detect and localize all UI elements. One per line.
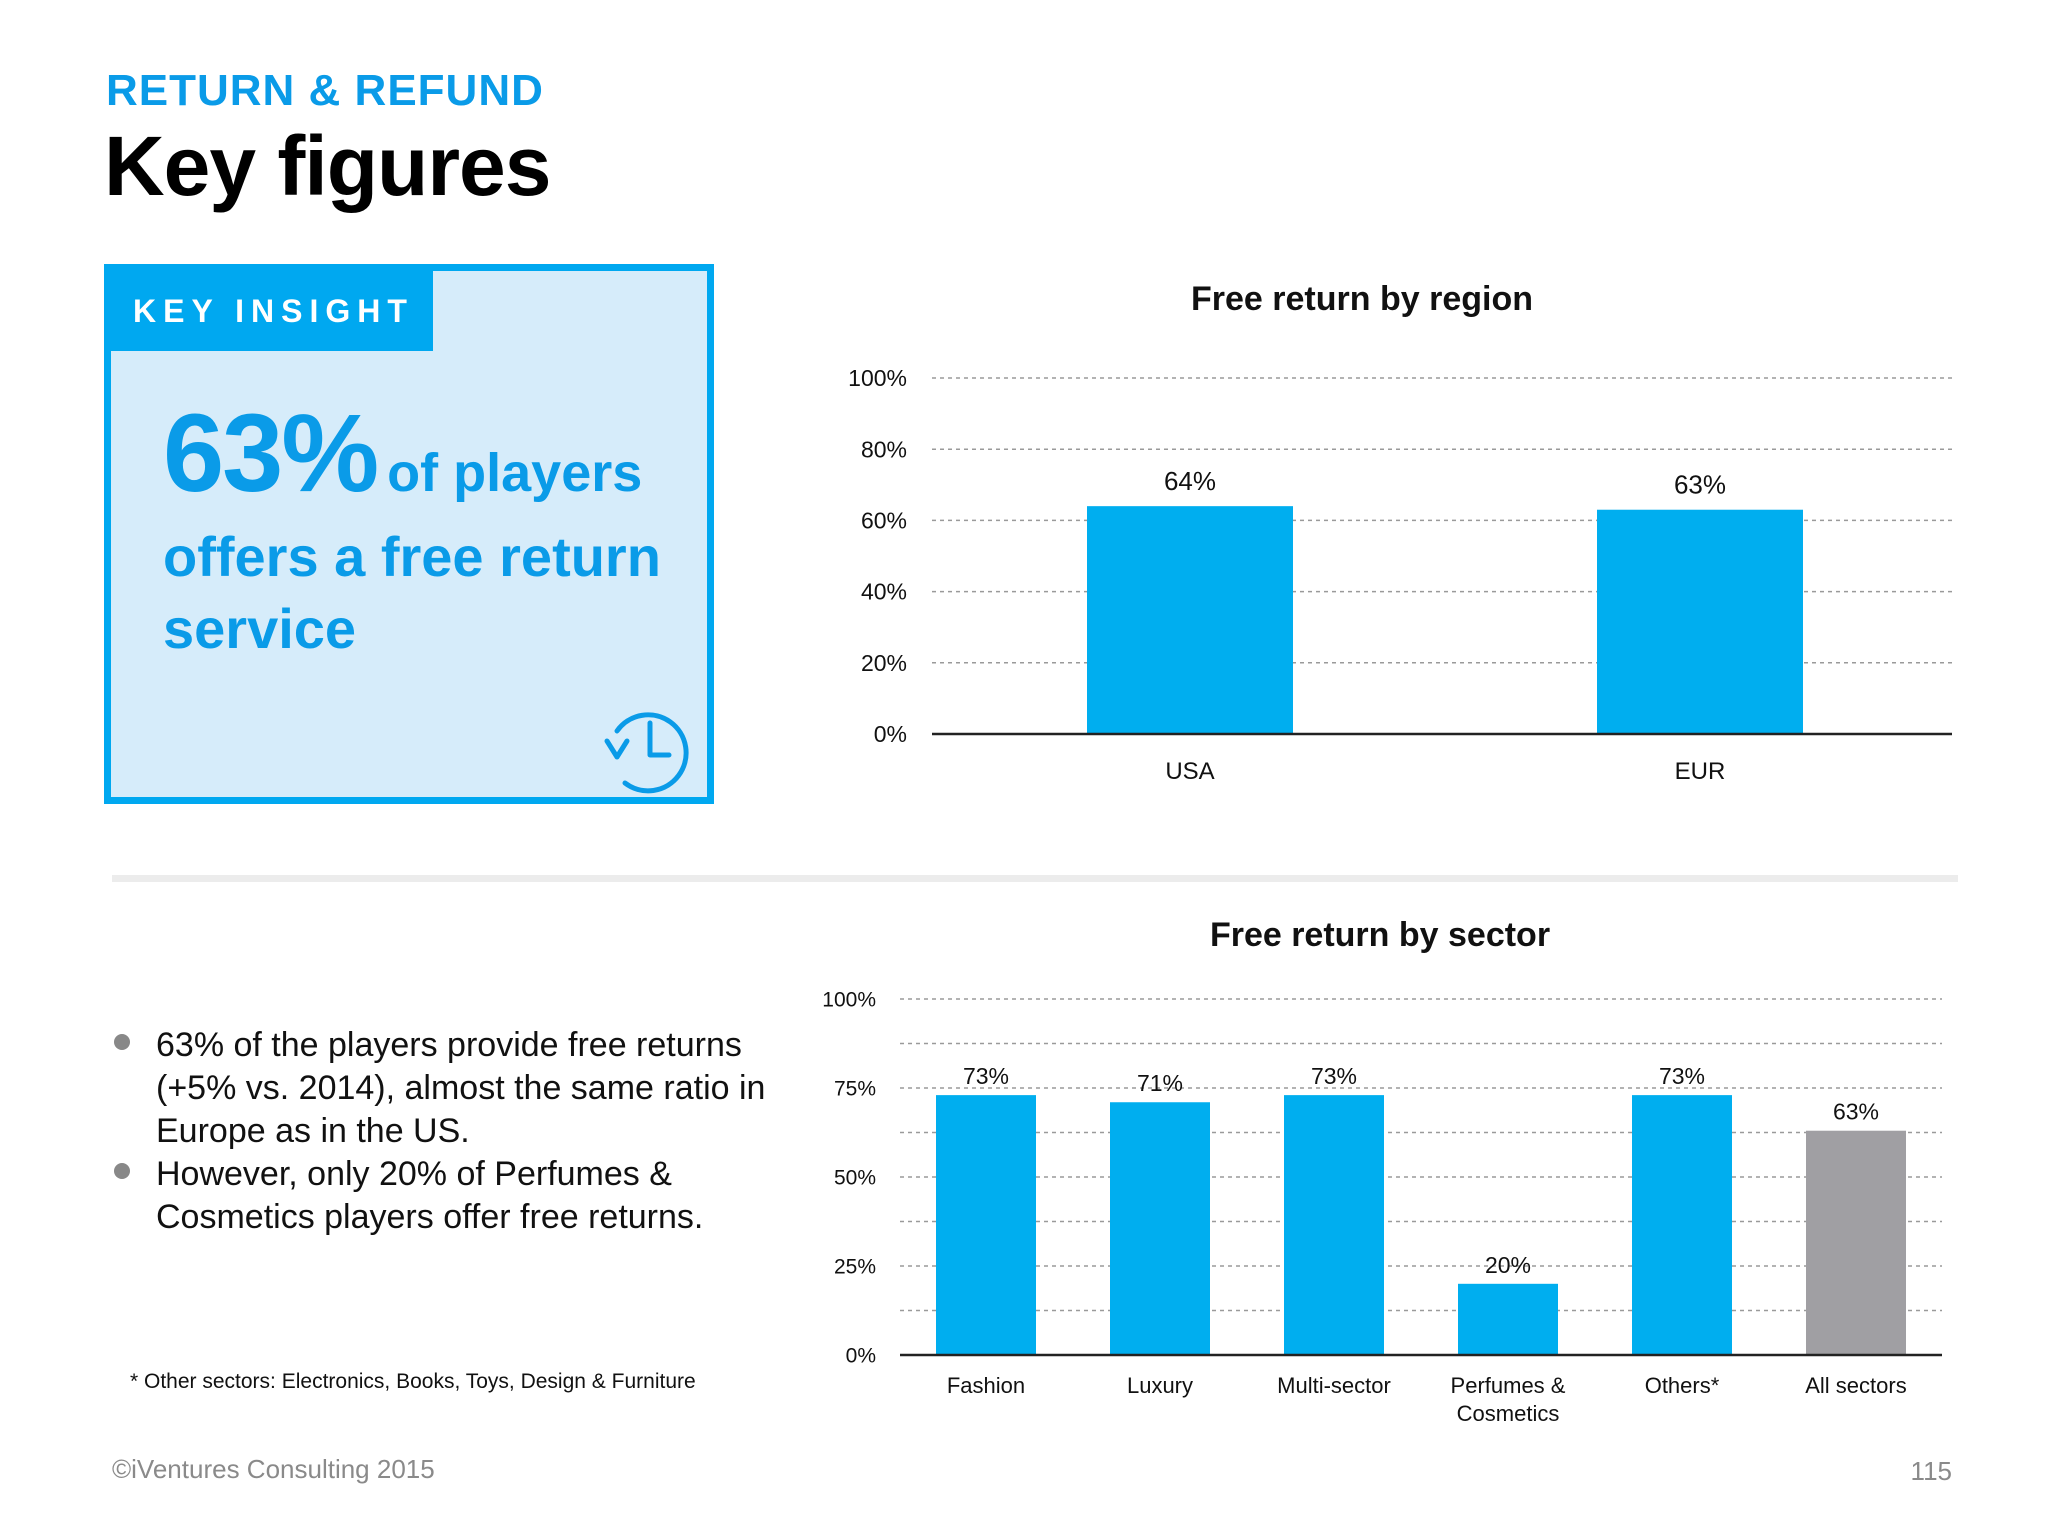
data-label: 20%: [1485, 1252, 1531, 1278]
key-insight-box: KEY INSIGHT 63% of players offers a free …: [104, 264, 714, 804]
key-insight-line3: service: [163, 597, 357, 660]
y-tick-label: 40%: [861, 579, 907, 605]
x-tick-label: Cosmetics: [1457, 1401, 1560, 1426]
y-tick-label: 60%: [861, 507, 907, 533]
y-tick-label: 0%: [874, 721, 907, 747]
x-tick-label: EUR: [1675, 758, 1726, 785]
data-label: 71%: [1137, 1070, 1183, 1096]
key-insight-suffix: of players: [387, 443, 643, 503]
bar: [1284, 1095, 1384, 1355]
data-label: 63%: [1674, 470, 1726, 500]
data-label: 73%: [1311, 1063, 1357, 1089]
bullet-item: 63% of the players provide free returns …: [110, 1024, 790, 1153]
x-tick-label: All sectors: [1805, 1373, 1906, 1398]
bullet-dot: [114, 1163, 130, 1179]
chart-title: Free return by region: [1191, 280, 1533, 318]
key-insight-line2: offers a free return: [163, 525, 661, 588]
footnote: * Other sectors: Electronics, Books, Toy…: [130, 1370, 696, 1393]
x-tick-label: Fashion: [947, 1373, 1025, 1398]
y-tick-label: 80%: [861, 436, 907, 462]
data-label: 73%: [963, 1063, 1009, 1089]
bullet-text: 63% of the players provide free returns …: [156, 1026, 766, 1150]
x-tick-label: Multi-sector: [1277, 1373, 1391, 1398]
bullet-list: 63% of the players provide free returns …: [110, 1024, 790, 1239]
page-title: Key figures: [104, 119, 551, 213]
bar: [1110, 1102, 1210, 1355]
section-tag: RETURN & REFUND: [106, 66, 544, 115]
y-tick-label: 20%: [861, 650, 907, 676]
bar: [1632, 1095, 1732, 1355]
x-tick-label: Others*: [1645, 1373, 1720, 1398]
key-insight-value: 63%: [163, 392, 379, 515]
bar: [1458, 1283, 1558, 1355]
x-tick-label: Perfumes &: [1451, 1373, 1566, 1398]
key-insight-text: 63% of players offers a free return servi…: [163, 399, 703, 665]
bar: [1597, 509, 1803, 734]
data-label: 64%: [1164, 466, 1216, 496]
bar: [936, 1095, 1036, 1355]
page-number: 115: [1910, 1456, 1952, 1486]
section-divider: [112, 875, 1958, 882]
bullet-text: However, only 20% of Perfumes & Cosmetic…: [156, 1155, 704, 1236]
history-clock-icon: [604, 712, 689, 794]
bar: [1087, 506, 1293, 734]
y-tick-label: 50%: [834, 1166, 876, 1189]
x-tick-label: USA: [1165, 758, 1214, 785]
y-tick-label: 100%: [822, 988, 876, 1011]
bullet-dot: [114, 1034, 130, 1050]
data-label: 73%: [1659, 1063, 1705, 1089]
key-insight-label: KEY INSIGHT: [111, 271, 433, 351]
copyright: ©iVentures Consulting 2015: [112, 1454, 435, 1484]
key-insight-line1: 63% of players: [163, 399, 703, 509]
bullet-item: However, only 20% of Perfumes & Cosmetic…: [110, 1153, 790, 1239]
y-tick-label: 100%: [848, 365, 907, 391]
chart-title: Free return by sector: [1210, 916, 1550, 954]
x-tick-label: Luxury: [1127, 1373, 1193, 1398]
y-tick-label: 75%: [834, 1077, 876, 1100]
y-tick-label: 0%: [846, 1344, 876, 1367]
bar: [1806, 1130, 1906, 1355]
y-tick-label: 25%: [834, 1255, 876, 1278]
chart-free-return-by-region: Free return by region 0% 20% 40% 60% 80% 100% 6…: [848, 280, 1952, 785]
data-label: 63%: [1833, 1099, 1879, 1125]
